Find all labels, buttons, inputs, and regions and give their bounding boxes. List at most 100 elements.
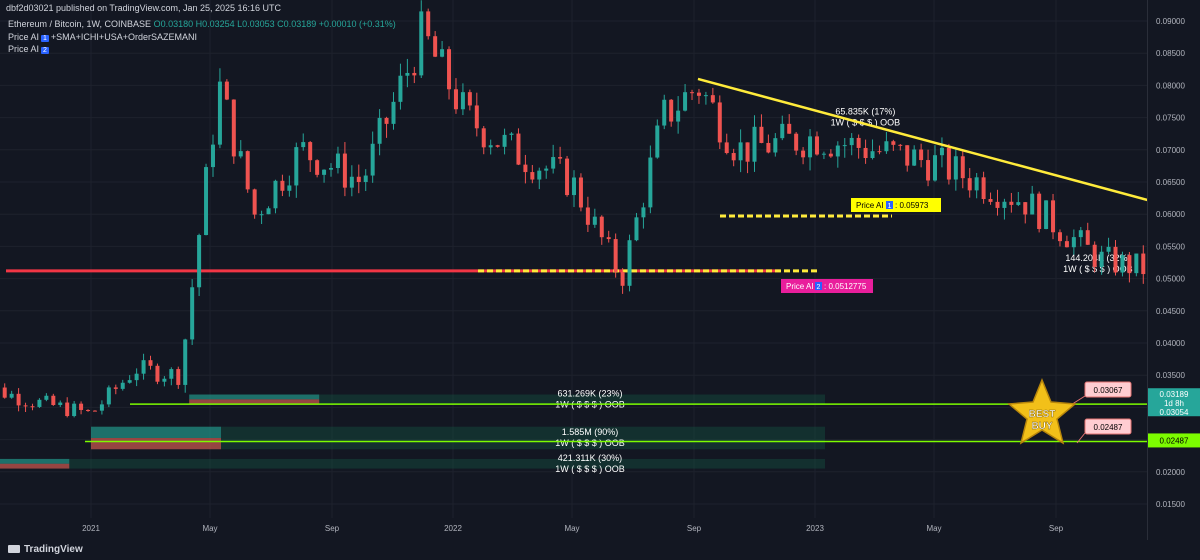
candle-body bbox=[558, 157, 563, 159]
candle-body bbox=[2, 387, 7, 398]
footer-bar bbox=[0, 540, 1200, 560]
candle-body bbox=[1120, 255, 1125, 273]
candle-body bbox=[828, 153, 833, 157]
candle-body bbox=[849, 137, 854, 146]
tradingview-logo: TradingView bbox=[8, 544, 83, 555]
grid bbox=[0, 0, 1147, 518]
candle-body bbox=[335, 153, 340, 169]
candle-body bbox=[238, 151, 243, 157]
order-block-zone[interactable] bbox=[91, 426, 825, 450]
green-lower-text: 0.02487 bbox=[1160, 436, 1189, 445]
order-block-zone[interactable] bbox=[189, 394, 826, 405]
price-ai-2-tag[interactable] bbox=[781, 279, 873, 293]
candle-body bbox=[738, 142, 743, 161]
target-lower-text: 0.02487 bbox=[1094, 423, 1123, 432]
candle-body bbox=[197, 235, 202, 288]
indicator-1-desc: +SMA+ICHI+USA+OrderSAZEMANI bbox=[50, 32, 197, 42]
candle-body bbox=[426, 11, 431, 37]
candle-body bbox=[356, 176, 361, 182]
candle-body bbox=[1044, 200, 1049, 229]
indicator-2-name: Price AI bbox=[8, 44, 40, 54]
candle-body bbox=[398, 75, 403, 102]
candle-body bbox=[1023, 202, 1028, 215]
candle-body bbox=[453, 89, 458, 110]
candle-body bbox=[342, 153, 347, 188]
candle-body bbox=[717, 102, 722, 143]
order-block-upper-box bbox=[91, 426, 221, 438]
candle-body bbox=[363, 175, 368, 182]
x-tick-label: May bbox=[926, 524, 941, 533]
symbol-legend[interactable]: Ethereum / Bitcoin, 1W, COINBASE O0.0318… bbox=[8, 19, 396, 29]
y-tick-label: 0.01500 bbox=[1156, 500, 1185, 509]
x-tick-label: May bbox=[202, 524, 217, 533]
best-buy-star: BEST BUY bbox=[1007, 378, 1077, 445]
candle-body bbox=[280, 180, 285, 191]
price-axis[interactable]: 0.09000 0.08500 0.08000 0.07500 0.07000 0.065… bbox=[1147, 0, 1200, 540]
x-axis[interactable]: Sep2021MaySep2022MaySep2023MaySep bbox=[0, 524, 1064, 533]
candle-body bbox=[724, 142, 729, 154]
green-lower-label bbox=[1148, 433, 1200, 448]
candle-body bbox=[99, 404, 104, 411]
order-block-zone[interactable] bbox=[0, 458, 826, 469]
candle-body bbox=[592, 216, 597, 225]
candle-body bbox=[1134, 253, 1139, 274]
order-block-upper-box bbox=[189, 394, 320, 400]
order-block-lower-box bbox=[189, 399, 320, 405]
y-tick-label: 0.06000 bbox=[1156, 210, 1185, 219]
indicator-2-legend[interactable]: Price AI 2 bbox=[8, 44, 51, 54]
indicator-1-badge: 1 bbox=[41, 35, 49, 42]
candle-body bbox=[1064, 241, 1069, 248]
candle-body bbox=[481, 128, 486, 148]
order-block-lower-box bbox=[0, 463, 70, 469]
candle-body bbox=[1009, 201, 1014, 205]
order-block-label: 144.204K (32%) bbox=[1065, 253, 1130, 263]
candle-body bbox=[370, 143, 375, 176]
y-tick-label: 0.03500 bbox=[1156, 371, 1185, 380]
candle-body bbox=[51, 395, 56, 405]
candle-body bbox=[856, 137, 861, 148]
candle-body bbox=[905, 145, 910, 166]
candle-body bbox=[224, 81, 229, 100]
candle-body bbox=[912, 149, 917, 166]
order-block-label: 1.585M (90%) bbox=[562, 427, 619, 437]
candle-body bbox=[551, 157, 556, 169]
candle-body bbox=[127, 380, 132, 383]
candle-body bbox=[30, 406, 35, 408]
candle-body bbox=[169, 369, 174, 379]
candle-body bbox=[210, 144, 215, 168]
target-upper-callout[interactable] bbox=[1084, 381, 1132, 398]
candle-body bbox=[634, 217, 639, 241]
candle-body bbox=[315, 160, 320, 175]
candle-body bbox=[176, 369, 181, 385]
candle-body bbox=[745, 142, 750, 162]
candle-body bbox=[676, 110, 681, 122]
y-tick-label: 0.08500 bbox=[1156, 49, 1185, 58]
indicator-1-legend[interactable]: Price AI 1 +SMA+ICHI+USA+OrderSAZEMANI bbox=[8, 32, 197, 42]
candle-body bbox=[773, 138, 778, 153]
countdown-text: 1d 8h bbox=[1164, 399, 1184, 408]
candle-body bbox=[946, 147, 951, 180]
price-ai-1-tag[interactable] bbox=[851, 198, 941, 212]
candle-body bbox=[141, 360, 146, 374]
candle-body bbox=[933, 155, 938, 181]
price-ai-2-value: : 0.0512775 bbox=[824, 282, 867, 291]
candle-body bbox=[1002, 201, 1007, 208]
candle-body bbox=[578, 177, 583, 208]
candle-body bbox=[44, 395, 49, 400]
candle-body bbox=[106, 387, 111, 405]
candle-body bbox=[537, 170, 542, 180]
candle-body bbox=[821, 153, 826, 155]
y-tick-label: 0.02000 bbox=[1156, 468, 1185, 477]
candle-body bbox=[808, 136, 813, 158]
trendline[interactable] bbox=[697, 77, 1200, 472]
y-tick-label: 0.08000 bbox=[1156, 81, 1185, 90]
candle-body bbox=[641, 207, 646, 218]
target-lower-callout[interactable] bbox=[1084, 418, 1132, 435]
candle-body bbox=[960, 156, 965, 179]
candle-body bbox=[162, 378, 167, 382]
downtrend-line[interactable] bbox=[697, 77, 1200, 472]
star-text-line1: BEST bbox=[1029, 409, 1056, 420]
candle-body bbox=[155, 365, 160, 382]
